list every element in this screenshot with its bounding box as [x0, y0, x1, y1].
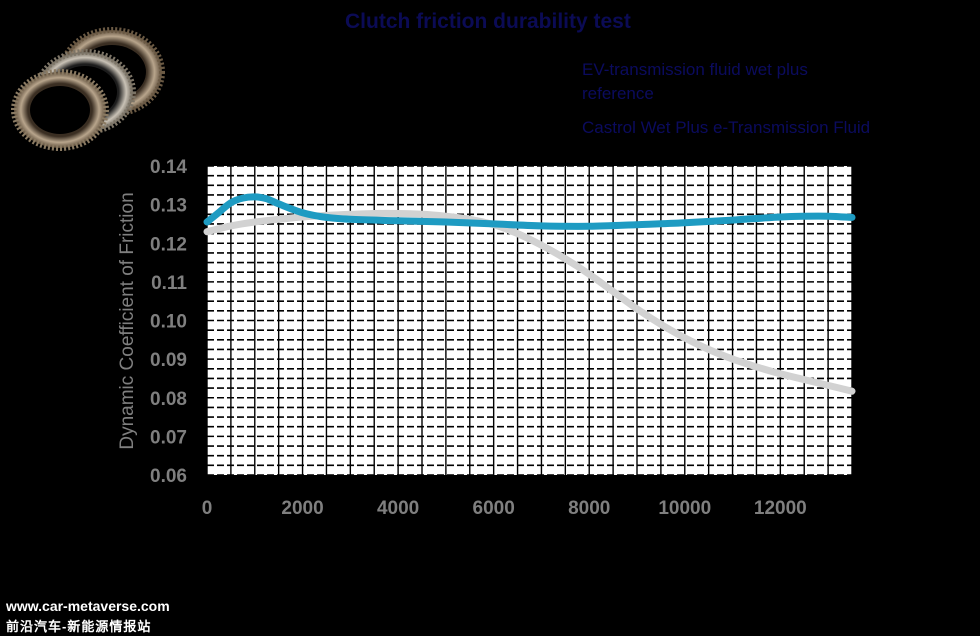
plot-area — [203, 165, 856, 476]
y-tick-label: 0.11 — [151, 273, 187, 294]
y-tick-label: 0.07 — [150, 427, 187, 448]
legend-entry-castrol: Castrol Wet Plus e-Transmission Fluid — [582, 118, 871, 137]
legend-entry-reference: EV-transmission fluid wet plus reference — [582, 60, 808, 103]
y-tick-label: 0.08 — [150, 389, 187, 410]
y-tick-label: 0.09 — [150, 350, 187, 371]
y-tick-label: 0.06 — [150, 466, 187, 487]
x-tick-label: 10000 — [658, 498, 711, 519]
x-tick-label: 4000 — [377, 498, 419, 519]
watermark-text: 前沿汽车-新能源情报站 — [6, 619, 152, 634]
series-layer — [203, 193, 856, 395]
y-axis: Dynamic Coefficient of Friction 0.14 0.13… — [117, 157, 187, 487]
x-tick-label: 8000 — [568, 498, 610, 519]
x-tick-label: 2000 — [281, 498, 323, 519]
y-tick-label: 0.14 — [150, 157, 187, 178]
series-line-1 — [203, 193, 856, 230]
y-axis-label: Dynamic Coefficient of Friction — [117, 192, 138, 449]
clutch-plates-icon — [11, 27, 165, 151]
x-tick-label: 6000 — [473, 498, 515, 519]
chart-title: Clutch friction durability test — [345, 10, 631, 33]
y-tick-label: 0.12 — [150, 234, 187, 255]
x-tick-label: 12000 — [754, 498, 807, 519]
watermark-url: www.car-metaverse.com — [6, 598, 170, 614]
y-tick-label: 0.10 — [150, 312, 187, 333]
x-tick-label: 0 — [202, 498, 213, 519]
x-axis: 0 2000 4000 6000 8000 10000 12000 — [202, 498, 807, 519]
y-tick-label: 0.13 — [150, 196, 187, 217]
